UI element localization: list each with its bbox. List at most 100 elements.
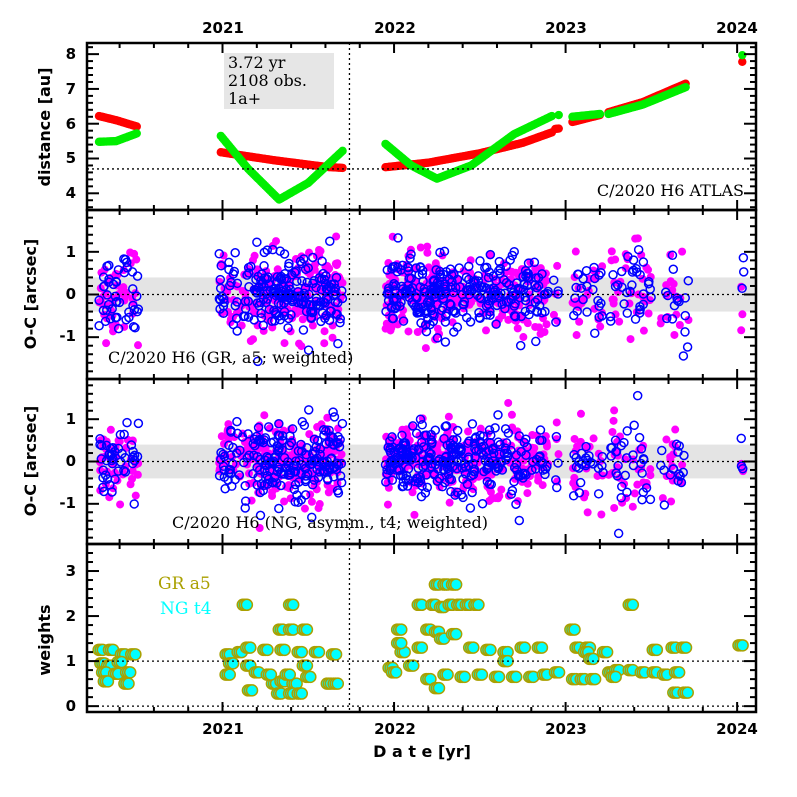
residual-dec-point bbox=[426, 435, 437, 445]
residual-dec-point bbox=[257, 278, 267, 289]
residual-dec-point bbox=[487, 444, 498, 455]
residual-ra-point bbox=[570, 434, 579, 443]
residual-dec-point bbox=[300, 474, 311, 485]
residual-dec-point bbox=[572, 306, 582, 316]
residual-dec-point bbox=[279, 249, 290, 259]
distance-point bbox=[738, 50, 747, 60]
residual-dec-point bbox=[249, 434, 260, 444]
weight-point bbox=[300, 623, 314, 636]
residual-dec-point bbox=[320, 426, 331, 436]
residual-dec-point bbox=[293, 446, 304, 456]
residual-dec-point bbox=[524, 287, 534, 297]
weight-point bbox=[535, 641, 549, 654]
residual-dec-point bbox=[216, 447, 226, 458]
weight-point bbox=[449, 627, 463, 641]
residual-dec-point bbox=[112, 296, 122, 307]
residual-dec-point bbox=[337, 418, 348, 429]
residual-dec-point bbox=[533, 272, 544, 283]
info-box-background bbox=[224, 53, 334, 109]
residual-ra-point bbox=[334, 424, 343, 433]
residual-dec-point bbox=[100, 316, 111, 327]
residual-ra-point bbox=[305, 248, 314, 257]
residual-ra-point bbox=[255, 523, 264, 532]
distance-point bbox=[338, 163, 347, 173]
residual-dec-point bbox=[303, 405, 314, 415]
residual-ra-point bbox=[662, 281, 671, 290]
residual-ra-point bbox=[626, 335, 635, 344]
residual-dec-point bbox=[469, 466, 479, 477]
residual-dec-point bbox=[663, 290, 673, 301]
residual-dec-point bbox=[495, 439, 505, 450]
residual-ra-point bbox=[552, 435, 561, 444]
residual-dec-point bbox=[540, 469, 550, 480]
residual-dec-point bbox=[439, 433, 449, 444]
residual-dec-point bbox=[593, 489, 604, 499]
residual-dec-point bbox=[680, 327, 690, 337]
residual-ra-point bbox=[596, 322, 605, 331]
residual-dec-point bbox=[484, 425, 495, 435]
residual-ra-point bbox=[572, 331, 581, 340]
residual-dec-point bbox=[515, 340, 526, 351]
residual-ra-point bbox=[645, 296, 654, 305]
residual-dec-point bbox=[622, 487, 632, 497]
residual-dec-point bbox=[307, 512, 317, 523]
residual-dec-point bbox=[316, 284, 327, 295]
residual-ra-point bbox=[383, 500, 392, 509]
residual-dec-point bbox=[414, 307, 425, 317]
residual-dec-point bbox=[214, 471, 225, 481]
residual-dec-point bbox=[272, 276, 283, 287]
residual-dec-point bbox=[331, 309, 341, 320]
residual-dec-point bbox=[235, 445, 245, 456]
residual-dec-point bbox=[432, 333, 443, 343]
residual-dec-point bbox=[215, 274, 226, 285]
residual-ra-point bbox=[672, 310, 681, 319]
residual-dec-point bbox=[132, 271, 143, 281]
residual-dec-point bbox=[452, 463, 462, 474]
residual-dec-point bbox=[333, 338, 343, 349]
info-box: 3.72 yr 2108 obs. 1a+ bbox=[224, 53, 334, 109]
residual-dec-point bbox=[255, 454, 265, 465]
residual-dec-point bbox=[294, 455, 304, 466]
residual-dec-point bbox=[119, 465, 129, 476]
residual-ra-point bbox=[589, 434, 598, 443]
residual-dec-point bbox=[263, 474, 274, 485]
residual-dec-point bbox=[613, 528, 624, 539]
residual-dec-point bbox=[442, 463, 453, 474]
residual-dec-point bbox=[682, 342, 693, 352]
residual-dec-point bbox=[581, 265, 592, 276]
weight-point bbox=[509, 670, 523, 684]
ytick-ng-0: 0 bbox=[66, 452, 76, 470]
residual-dec-point bbox=[657, 445, 667, 456]
residual-ra-point bbox=[610, 406, 619, 415]
residual-ra-point bbox=[320, 327, 329, 336]
weight-point bbox=[123, 666, 137, 679]
residual-dec-point bbox=[94, 321, 104, 331]
residual-dec-point bbox=[300, 292, 310, 303]
residual-dec-point bbox=[520, 295, 531, 306]
residual-dec-point bbox=[678, 467, 688, 478]
info-span: 3.72 yr bbox=[228, 53, 286, 72]
residual-ra-point bbox=[590, 304, 599, 313]
residual-dec-point bbox=[336, 458, 347, 469]
residual-dec-point bbox=[506, 489, 517, 499]
residual-dec-point bbox=[421, 308, 431, 319]
residual-dec-point bbox=[393, 262, 403, 273]
residual-dec-point bbox=[240, 496, 251, 506]
residual-dec-point bbox=[102, 305, 112, 315]
residual-dec-point bbox=[274, 311, 284, 321]
x-axis-title: D a t e [yr] bbox=[373, 742, 471, 761]
residual-dec-point bbox=[261, 297, 271, 308]
residual-dec-point bbox=[529, 257, 540, 268]
bottom-xtick-2022: 2022 bbox=[374, 720, 416, 738]
residual-dec-point bbox=[390, 303, 401, 313]
residual-dec-point bbox=[232, 278, 243, 289]
residual-ra-point bbox=[431, 259, 440, 268]
residual-ra-point bbox=[97, 268, 106, 277]
ytick-distance-8: 8 bbox=[66, 45, 76, 63]
residual-dec-point bbox=[283, 323, 293, 333]
residual-dec-point bbox=[410, 453, 421, 463]
distance-point bbox=[595, 109, 605, 119]
residual-dec-point bbox=[422, 482, 433, 493]
residual-dec-point bbox=[669, 300, 680, 311]
residual-ra-point bbox=[274, 419, 283, 428]
